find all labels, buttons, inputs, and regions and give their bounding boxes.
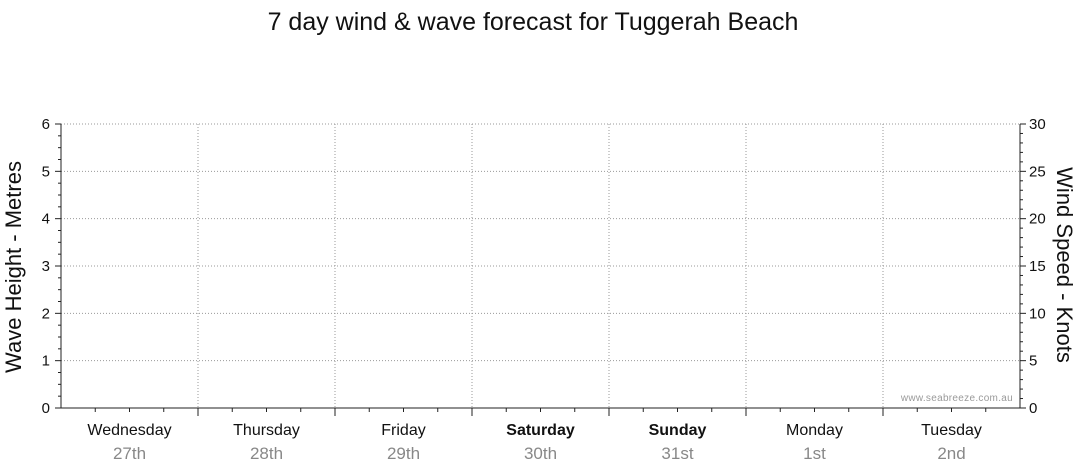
axes-layer xyxy=(55,123,1026,416)
day-date-label: 30th xyxy=(524,444,557,463)
right-axis-title: Wind Speed - Knots xyxy=(1052,167,1077,363)
day-date-label: 31st xyxy=(661,444,693,463)
right-tick-label: 15 xyxy=(1029,258,1046,275)
left-tick-label: 6 xyxy=(42,116,50,133)
day-name-label: Friday xyxy=(381,422,425,439)
left-tick-label: 5 xyxy=(42,163,50,180)
day-name-label: Tuesday xyxy=(921,422,982,439)
left-tick-label: 1 xyxy=(42,353,50,370)
day-date-label: 1st xyxy=(803,444,826,463)
day-date-label: 29th xyxy=(387,444,420,463)
day-name-label: Thursday xyxy=(233,422,300,439)
chart-title: 7 day wind & wave forecast for Tuggerah … xyxy=(268,8,799,36)
day-name-label: Monday xyxy=(786,422,843,439)
right-tick-label: 25 xyxy=(1029,163,1046,180)
left-axis-title: Wave Height - Metres xyxy=(1,161,26,373)
left-tick-label: 2 xyxy=(42,305,50,322)
right-tick-label: 30 xyxy=(1029,116,1046,133)
right-tick-label: 0 xyxy=(1029,400,1037,417)
day-date-label: 28th xyxy=(250,444,283,463)
left-tick-label: 3 xyxy=(42,258,50,275)
right-tick-label: 10 xyxy=(1029,305,1046,322)
right-tick-label: 20 xyxy=(1029,211,1046,228)
watermark: www.seabreeze.com.au xyxy=(900,393,1013,404)
right-tick-label: 5 xyxy=(1029,353,1037,370)
day-name-label: Sunday xyxy=(649,422,707,439)
left-tick-label: 0 xyxy=(42,400,50,417)
day-name-label: Wednesday xyxy=(87,422,171,439)
labels-layer: 0 1 2 3 4 5 6 0 5 10 15 20 25 30 Wednesday 27th Thursday… xyxy=(42,116,1046,463)
day-name-label: Saturday xyxy=(506,422,575,439)
day-date-label: 27th xyxy=(113,444,146,463)
grid-layer xyxy=(61,123,1020,408)
day-date-label: 2nd xyxy=(937,444,965,463)
left-tick-label: 4 xyxy=(42,211,50,228)
